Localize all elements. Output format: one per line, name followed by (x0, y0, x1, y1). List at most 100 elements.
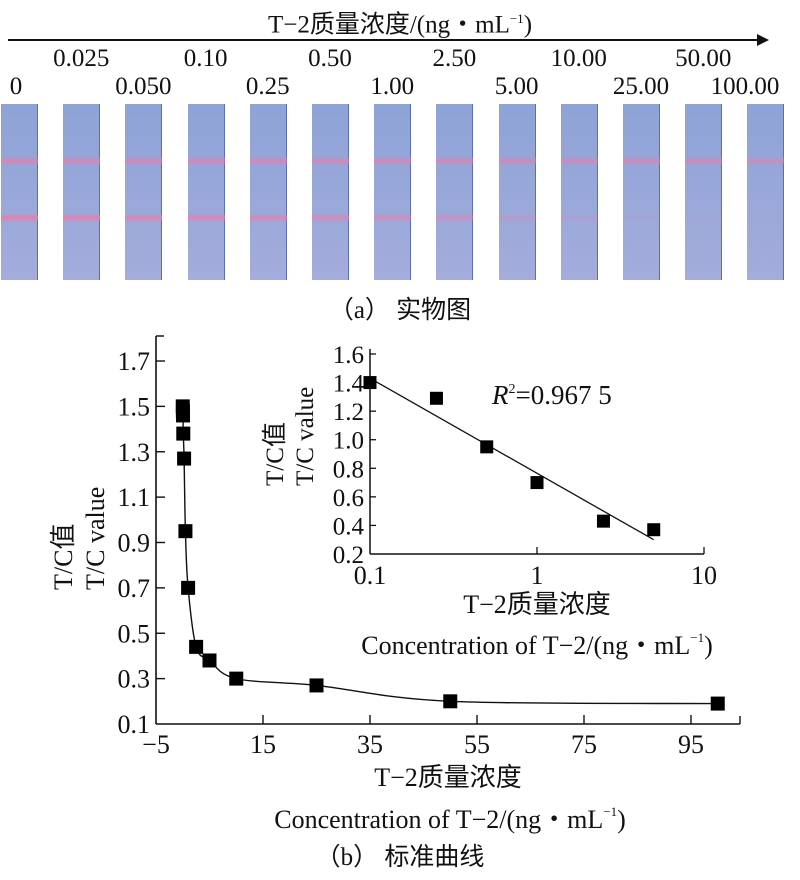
inset-data-point (429, 391, 443, 405)
control-line (249, 156, 287, 165)
inset-x-axis-label-cn: T−2质量浓度 (463, 590, 611, 619)
inset-y-tick-label: 0.6 (333, 485, 364, 512)
concentration-label: 0 (9, 73, 23, 100)
test-line (125, 213, 163, 222)
test-strip (560, 104, 598, 280)
control-line (312, 156, 349, 165)
inset-y-tick-label: 1.6 (333, 342, 364, 369)
test-line (312, 213, 349, 222)
control-line (187, 156, 225, 165)
caption-b: （b） 标准曲线 (315, 844, 485, 871)
x-tick-label: 55 (464, 730, 490, 759)
data-point (177, 451, 192, 466)
data-point (443, 694, 458, 709)
inset-data-point (363, 376, 377, 390)
concentration-label: 1.00 (370, 73, 415, 100)
inset-x-tick-label: 1 (531, 561, 544, 590)
r-squared-annotation: R2=0.967 5 (491, 380, 612, 410)
control-line (623, 156, 660, 165)
panel-a-strip-photo: T−2质量浓度/(ng・mL−1) 0.025 0.10 0.50 2.50 10.00… (0, 0, 800, 330)
test-line (1, 213, 38, 222)
test-strip (685, 104, 723, 280)
inset-x-tick-label: 10 (691, 561, 717, 590)
y-tick-label: 1.3 (118, 438, 151, 467)
data-point (202, 653, 217, 668)
test-strip (436, 104, 474, 280)
x-axis-label-en: Concentration of T−2/(ng・mL−1) (274, 804, 626, 834)
x-tick-label: −5 (142, 730, 170, 759)
concentration-label: 10.00 (550, 45, 607, 72)
y-tick-label: 0.5 (118, 619, 151, 648)
y-tick-label: 0.9 (118, 529, 151, 558)
data-point (176, 408, 191, 423)
concentration-label: 25.00 (612, 73, 670, 100)
data-point (309, 678, 324, 693)
inset-background (371, 349, 705, 554)
data-point (181, 580, 196, 595)
data-point (229, 671, 244, 686)
test-strip (747, 104, 785, 280)
inset-y-tick-label: 0.2 (333, 542, 364, 569)
inset-y-tick-label: 0.4 (333, 513, 365, 540)
data-point (710, 696, 725, 711)
y-tick-label: 0.1 (118, 710, 151, 739)
data-point (178, 524, 193, 539)
inset-calibration-chart: 0.20.40.60.81.01.21.41.6 0.1 1 10 R2=0.967 5… (261, 342, 717, 660)
y-tick-label: 1.5 (118, 392, 151, 421)
arrow-right-icon (757, 34, 769, 46)
concentration-label: 2.50 (432, 45, 477, 72)
x-axis-label-cn: T−2质量浓度 (374, 763, 522, 792)
inset-data-point (647, 523, 661, 537)
test-strip (63, 104, 101, 280)
concentration-label: 0.050 (115, 73, 172, 100)
test-line (187, 213, 225, 222)
y-tick-label: 0.3 (118, 665, 151, 694)
concentration-label: 0.50 (308, 45, 352, 72)
control-line (436, 156, 474, 165)
test-line (63, 213, 101, 222)
inset-y-tick-label: 1.0 (333, 428, 364, 455)
inset-y-axis-label-en: T/C value (292, 387, 319, 486)
y-tick-label: 1.7 (118, 347, 151, 376)
concentration-label: 100.00 (710, 73, 780, 100)
control-line (747, 156, 785, 165)
control-line (125, 156, 163, 165)
y-tick-label: 0.7 (118, 574, 151, 603)
concentration-label: 0.25 (245, 73, 290, 100)
caption-a: （a） 实物图 (328, 297, 472, 324)
x-tick-label: 35 (357, 730, 383, 759)
control-line (63, 156, 101, 165)
y-axis-label: T/C值 T/C value (49, 487, 110, 590)
test-strip (623, 104, 660, 280)
data-point (176, 426, 191, 441)
concentration-label: 0.025 (53, 45, 110, 72)
test-line (498, 213, 536, 222)
control-line (560, 156, 598, 165)
test-line (623, 213, 660, 222)
strip-axis-title: T−2质量浓度/(ng・mL−1) (267, 11, 533, 39)
inset-data-point (480, 440, 494, 454)
test-strip (1, 104, 38, 280)
inset-y-axis-label-cn: T/C值 (261, 422, 289, 486)
test-strip (249, 104, 287, 280)
x-tick-label: 95 (678, 730, 704, 759)
inset-y-axis-label: T/C值 T/C value (261, 387, 319, 486)
test-strip (125, 104, 163, 280)
x-tick-label: 15 (250, 730, 276, 759)
concentration-label: 50.00 (675, 45, 732, 72)
inset-data-point (530, 476, 544, 490)
data-point (189, 639, 204, 654)
concentration-label: 0.10 (183, 45, 228, 72)
control-line (374, 156, 412, 165)
test-strip (498, 104, 536, 280)
inset-data-point (596, 514, 610, 528)
y-axis-label-en: T/C value (81, 487, 110, 590)
concentration-arrow-line (8, 39, 760, 41)
inset-y-tick-label: 1.4 (333, 371, 365, 398)
test-line (747, 213, 785, 222)
y-axis-label-cn: T/C值 (49, 524, 78, 590)
test-strip (374, 104, 412, 280)
test-line (685, 213, 723, 222)
test-strip (187, 104, 225, 280)
